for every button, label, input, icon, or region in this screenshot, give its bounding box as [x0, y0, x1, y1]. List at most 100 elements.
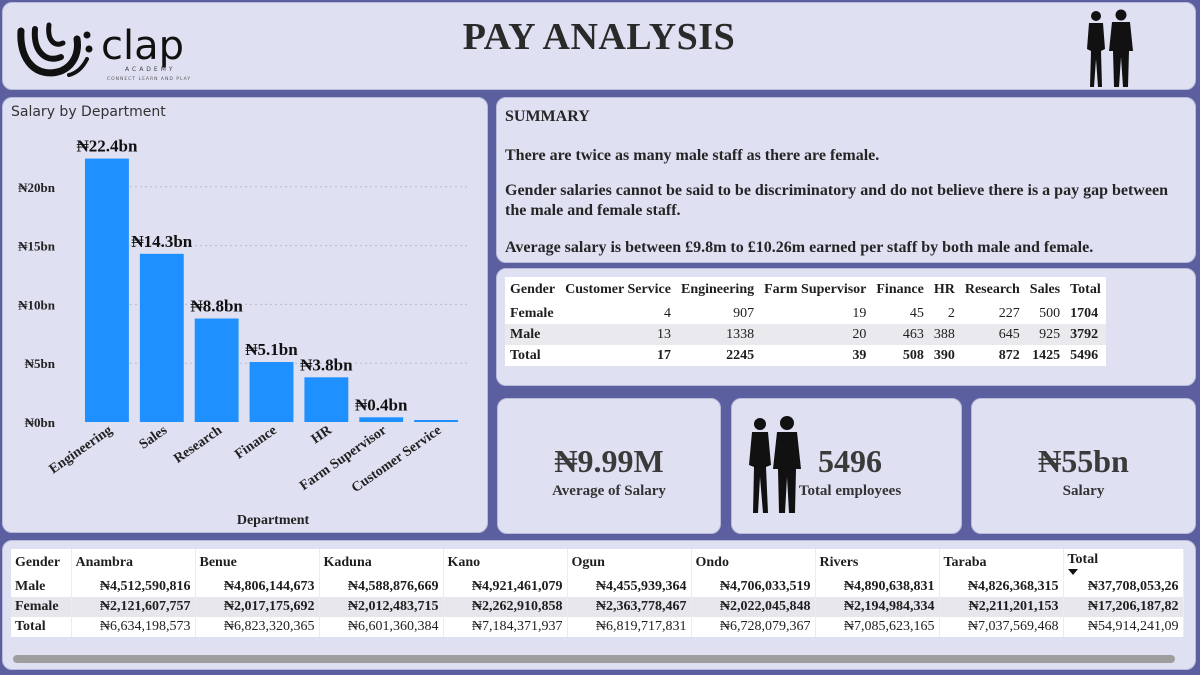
table-cell: ₦37,708,053,26: [1063, 577, 1184, 597]
bar: [194, 318, 239, 422]
average-salary-value: ₦9.99M: [554, 443, 664, 479]
table-cell: ₦6,634,198,573: [71, 617, 196, 637]
x-tick-label: Engineering: [47, 423, 116, 477]
table-cell: 13: [560, 324, 676, 345]
row-label: Female: [510, 305, 554, 321]
chart-title: Salary by Department: [11, 104, 166, 120]
summary-line-2: Gender salaries cannot be said to be dis…: [505, 182, 1168, 219]
table-cell: 19: [852, 305, 867, 321]
y-tick-label: ₦20bn: [18, 180, 56, 195]
table-cell: 500: [1039, 305, 1061, 321]
table-cell: ₦7,184,371,937: [443, 617, 568, 637]
table-cell: 925: [1024, 324, 1066, 345]
sort-descending-icon[interactable]: [1067, 568, 1078, 575]
table-cell: ₦4,890,638,831: [815, 577, 940, 597]
column-header[interactable]: Ogun: [567, 549, 692, 577]
summary-panel: SUMMARY There are twice as many male sta…: [496, 97, 1196, 263]
summary-line-3: Average salary is between £9.8m to £10.2…: [505, 239, 1094, 256]
table-cell: 3792: [1065, 324, 1106, 345]
table-cell: 508: [902, 347, 924, 363]
salary-by-department-chart: ₦0bn ₦5bn ₦10bn ₦15bn ₦20bn ₦22.4bn Engineerin…: [2, 97, 488, 533]
column-header-total[interactable]: Total: [1063, 549, 1184, 577]
total-employees-label: Total employees: [798, 483, 902, 499]
page-title: PAY ANALYSIS: [462, 16, 736, 58]
column-header[interactable]: Customer Service: [565, 282, 671, 297]
gender-department-matrix-panel: Gender Customer Service Engineering Farm…: [496, 268, 1196, 386]
horizontal-scrollbar[interactable]: [13, 655, 1175, 663]
table-cell: ₦2,211,201,153: [939, 597, 1064, 617]
bar: [414, 420, 459, 422]
table-cell: ₦6,819,717,831: [567, 617, 692, 637]
x-tick-label: Sales: [137, 423, 171, 453]
column-header[interactable]: Kaduna: [319, 549, 444, 577]
clap-academy-logo: clap ACADEMY CONNECT LEARN AND PLAY: [17, 22, 191, 82]
salary-by-state-panel: Gender Anambra Benue Kaduna Kano Ogun On…: [2, 540, 1196, 670]
column-header[interactable]: Finance: [876, 282, 924, 297]
column-header[interactable]: Engineering: [680, 282, 755, 297]
row-label: Female: [11, 597, 72, 617]
bar: [139, 253, 184, 422]
businesspeople-silhouette-icon: [1087, 9, 1133, 87]
y-tick-label: ₦0bn: [25, 415, 56, 430]
column-header[interactable]: Kano: [443, 549, 568, 577]
total-salary-label: Salary: [1062, 483, 1105, 499]
table-cell: 872: [998, 347, 1020, 363]
column-header[interactable]: Gender: [510, 282, 556, 297]
table-row: Female 4 907 19 45 2 227 500 1704: [505, 303, 1106, 324]
logo-tagline-text: CONNECT LEARN AND PLAY: [107, 76, 191, 82]
data-label: ₦3.8bn: [300, 355, 353, 374]
column-header[interactable]: HR: [933, 282, 955, 297]
table-cell: ₦4,706,033,519: [691, 577, 816, 597]
x-axis-label: Department: [237, 513, 310, 528]
data-label: ₦8.8bn: [190, 297, 243, 316]
table-cell: 39: [852, 347, 867, 363]
x-tick-label: Research: [171, 423, 225, 467]
column-header[interactable]: Rivers: [815, 549, 940, 577]
salary-by-state-table[interactable]: Gender Anambra Benue Kaduna Kano Ogun On…: [11, 549, 1184, 637]
table-cell: ₦4,512,590,816: [71, 577, 196, 597]
average-salary-card: ₦9.99M Average of Salary: [497, 398, 721, 534]
column-header[interactable]: Research: [964, 282, 1020, 297]
table-cell: ₦4,588,876,669: [319, 577, 444, 597]
column-header[interactable]: Gender: [11, 549, 72, 577]
column-header[interactable]: Anambra: [71, 549, 196, 577]
table-row: Male 13 1338 20 463 388 645 925 3792: [505, 324, 1106, 345]
total-employees-card: 5496 Total employees: [731, 398, 962, 534]
table-cell: ₦54,914,241,09: [1063, 617, 1184, 637]
table-cell: 45: [909, 305, 924, 321]
data-label: ₦0.4bn: [355, 395, 408, 414]
summary-line-1: There are twice as many male staff as th…: [505, 147, 880, 164]
total-salary-value: ₦55bn: [1038, 443, 1129, 479]
x-tick-label: HR: [309, 422, 336, 447]
table-cell: 227: [998, 305, 1020, 321]
logo-sub-text: ACADEMY: [125, 66, 176, 73]
column-header[interactable]: Total: [1070, 282, 1101, 297]
bar: [304, 377, 349, 422]
table-cell: ₦2,012,483,715: [319, 597, 444, 617]
table-cell: 1704: [1070, 305, 1099, 321]
y-tick-label: ₦10bn: [18, 297, 56, 312]
table-cell: ₦6,728,079,367: [691, 617, 816, 637]
table-cell: ₦4,806,144,673: [195, 577, 320, 597]
table-cell: ₦2,262,910,858: [443, 597, 568, 617]
table-cell: 463: [871, 324, 929, 345]
total-employees-value: 5496: [818, 443, 882, 479]
x-tick-label: Customer Service: [349, 423, 444, 496]
column-header[interactable]: Sales: [1029, 282, 1061, 297]
column-header[interactable]: Benue: [195, 549, 320, 577]
row-label: Male: [505, 324, 561, 345]
data-label: ₦22.4bn: [76, 137, 137, 156]
bar-chart-canvas: ₦0bn ₦5bn ₦10bn ₦15bn ₦20bn ₦22.4bn Engineerin…: [18, 137, 469, 528]
column-header[interactable]: Farm Supervisor: [764, 282, 867, 297]
data-label: ₦14.3bn: [131, 232, 192, 251]
table-cell: ₦2,363,778,467: [567, 597, 692, 617]
table-cell: 2245: [726, 347, 755, 363]
businesspeople-silhouette-icon: [749, 416, 801, 513]
y-tick-label: ₦15bn: [18, 239, 56, 254]
column-header[interactable]: Taraba: [939, 549, 1064, 577]
table-cell: 1338: [675, 324, 760, 345]
column-header[interactable]: Ondo: [691, 549, 816, 577]
bar: [249, 362, 294, 422]
table-total-row: Total ₦6,634,198,573 ₦6,823,320,365 ₦6,6…: [11, 617, 1184, 637]
gender-department-matrix[interactable]: Gender Customer Service Engineering Farm…: [505, 277, 1106, 366]
